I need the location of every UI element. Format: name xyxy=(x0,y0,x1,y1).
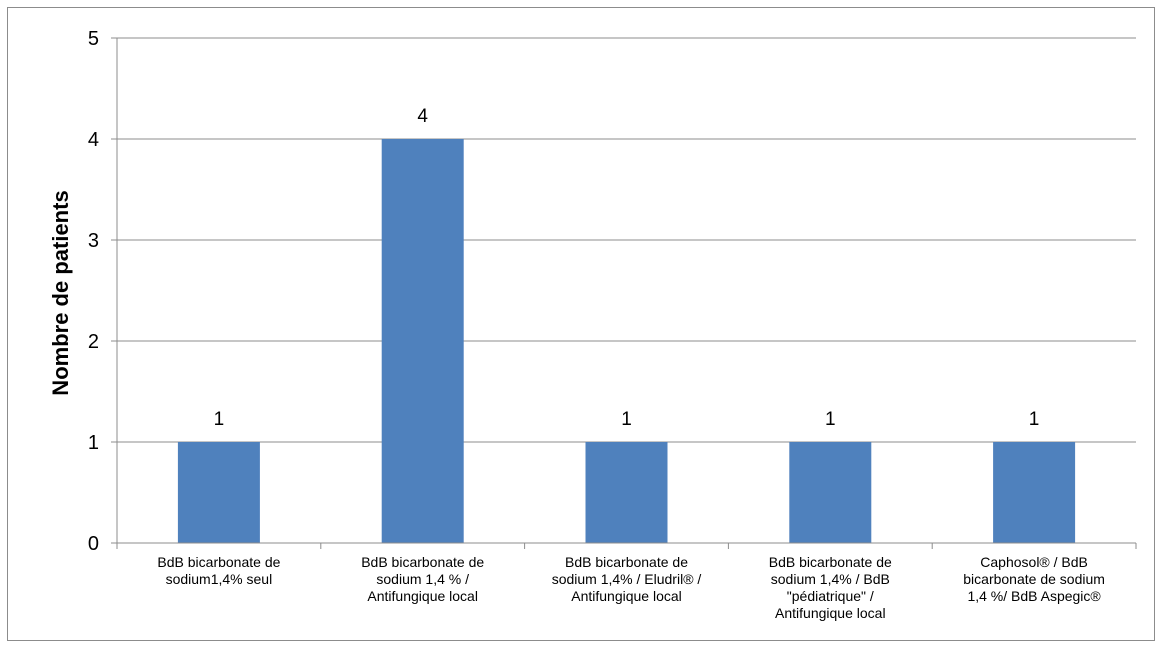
x-category-label-line: "pédiatrique" / xyxy=(787,588,874,604)
x-category-label-line: sodium 1,4% / BdB xyxy=(771,571,890,587)
x-category-label-line: BdB bicarbonate de xyxy=(157,554,280,570)
bars xyxy=(177,139,1076,543)
axes xyxy=(111,37,1137,549)
data-label: 1 xyxy=(1029,409,1040,430)
data-label: 1 xyxy=(621,409,632,430)
data-label: 4 xyxy=(417,106,428,127)
bar xyxy=(993,442,1076,543)
x-category-label-line: Antifungique local xyxy=(367,588,478,604)
gridlines xyxy=(117,37,1136,443)
y-tick-label: 3 xyxy=(88,230,99,252)
x-category-label-line: Caphosol® / BdB xyxy=(980,554,1088,570)
x-category-label-line: sodium 1,4% / Eludril® / xyxy=(552,571,702,587)
x-category-label-line: sodium1,4% seul xyxy=(166,571,273,587)
x-category-label-line: 1,4 %/ BdB Aspegic® xyxy=(967,588,1101,604)
bar xyxy=(177,442,260,543)
x-category-label: Caphosol® / BdB bicarbonate de sodium 1,4 … xyxy=(963,554,1105,604)
x-category-label-line: Antifungique local xyxy=(571,588,682,604)
x-category-label-line: bicarbonate de sodium xyxy=(963,571,1105,587)
x-category-label-line: BdB bicarbonate de xyxy=(361,554,484,570)
x-category-label-line: BdB bicarbonate de xyxy=(565,554,688,570)
y-tick-label: 0 xyxy=(88,533,99,555)
chart-frame xyxy=(7,7,1155,641)
y-tick-label: 2 xyxy=(88,331,99,353)
y-tick-label: 5 xyxy=(88,28,99,50)
x-category-label-line: sodium 1,4 % / xyxy=(376,571,469,587)
x-category-label-line: Antifungique local xyxy=(775,605,886,621)
x-category-label: BdB bicarbonate de sodium 1,4 % / Antifung… xyxy=(361,554,484,604)
y-tick-labels: 0 1 2 3 4 5 xyxy=(88,28,99,555)
bar xyxy=(789,442,872,543)
x-category-label: BdB bicarbonate de sodium 1,4% / Eludril®… xyxy=(552,554,702,604)
x-category-label: BdB bicarbonate de sodium1,4% seul xyxy=(157,554,280,587)
x-category-label-line: BdB bicarbonate de xyxy=(769,554,892,570)
bar xyxy=(585,442,668,543)
data-labels: 1 4 1 1 1 xyxy=(214,106,1040,430)
x-category-label: BdB bicarbonate de sodium 1,4% / BdB "pédi… xyxy=(769,554,892,621)
data-label: 1 xyxy=(214,409,225,430)
data-label: 1 xyxy=(825,409,836,430)
y-tick-label: 1 xyxy=(88,432,99,454)
y-axis-title: Nombre de patients xyxy=(48,190,73,395)
bar xyxy=(381,139,464,543)
y-tick-label: 4 xyxy=(88,129,99,151)
